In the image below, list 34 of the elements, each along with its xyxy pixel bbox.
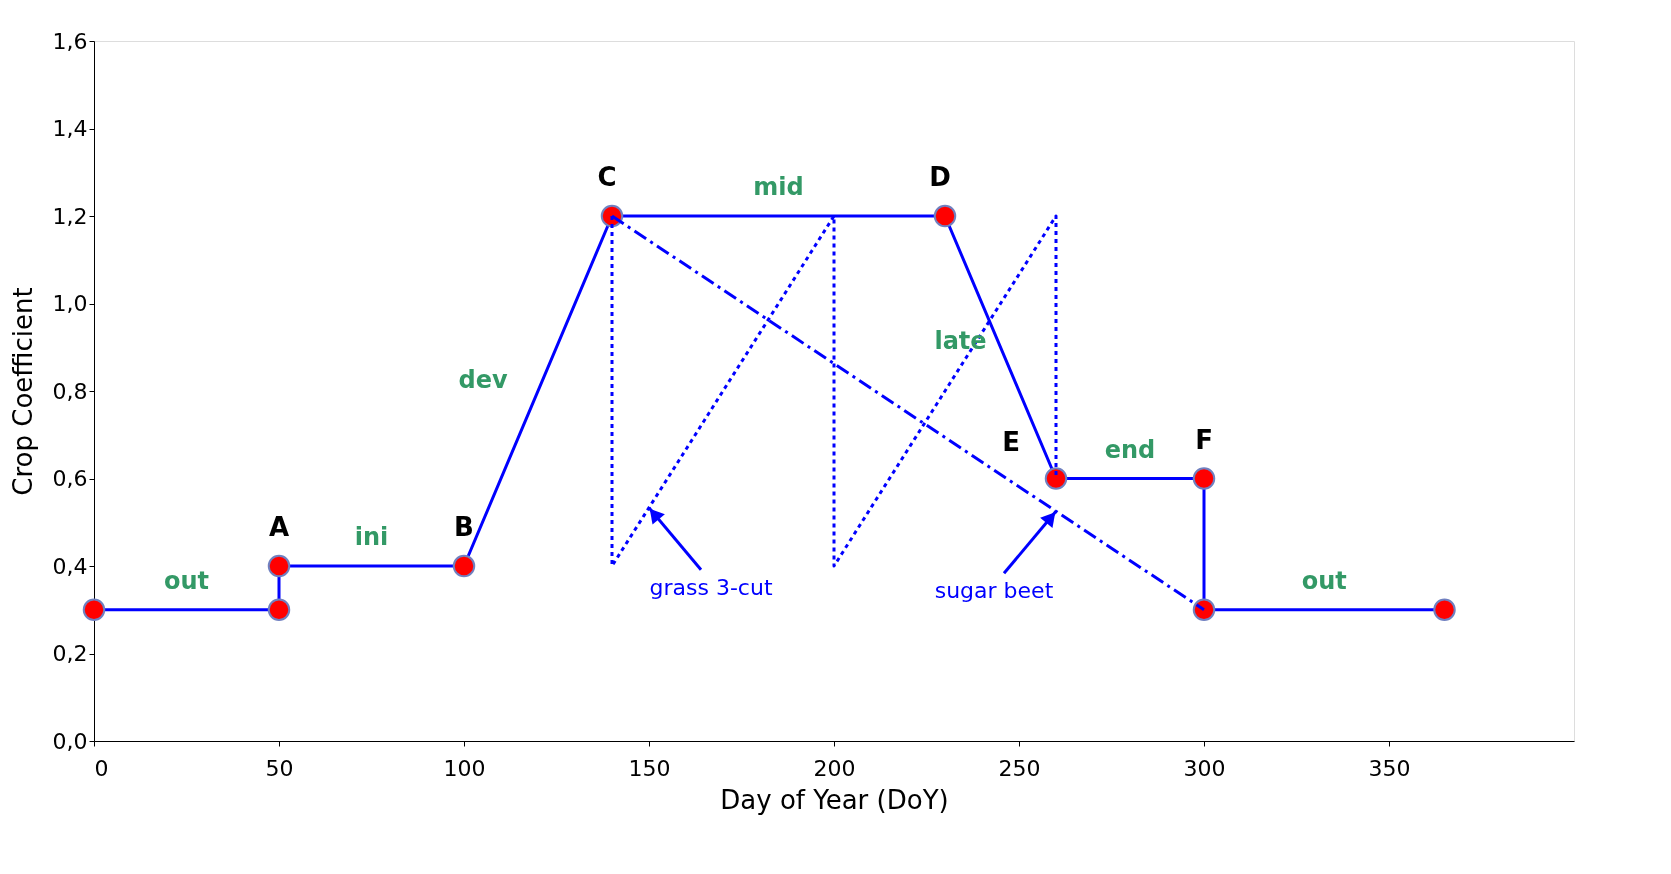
annotation: out	[1301, 566, 1347, 595]
annotation: sugar beet	[934, 578, 1054, 604]
annotation: B	[454, 512, 474, 542]
x-tick-label: 150	[628, 755, 671, 781]
y-axis-title: Crop Coefficient	[7, 287, 38, 496]
annotation: C	[597, 162, 617, 192]
annotation: late	[934, 327, 987, 356]
annotation: D	[929, 162, 951, 192]
y-tick-label: 1,4	[52, 116, 88, 141]
y-tick-label: 0,6	[52, 466, 88, 491]
x-tick-label: 200	[813, 755, 856, 781]
x-tick-label: 100	[443, 755, 486, 781]
y-tick-label: 1,2	[52, 203, 88, 229]
x-tick-label: 250	[998, 755, 1041, 781]
y-tick-label: 0,0	[52, 728, 88, 754]
x-tick-label: 300	[1183, 755, 1226, 781]
x-tick-label: 350	[1368, 755, 1411, 781]
y-tick-label: 1,0	[52, 291, 88, 316]
y-tick-label: 1,6	[52, 28, 88, 54]
annotation: A	[268, 512, 290, 542]
annotation: grass 3-cut	[649, 574, 773, 600]
x-tick-label: 50	[265, 755, 294, 781]
annotation: mid	[753, 173, 804, 201]
annotation: end	[1104, 435, 1156, 464]
x-tick-label: 0	[94, 755, 109, 781]
y-tick-label: 0,2	[52, 641, 88, 666]
y-tick-label: 0,4	[52, 553, 88, 579]
annotation: F	[1195, 424, 1213, 455]
y-tick-label: 0,8	[52, 378, 88, 404]
annotation: ini	[354, 523, 389, 551]
annotation: out	[163, 566, 210, 595]
annotation: E	[1002, 426, 1020, 457]
annotation: dev	[458, 366, 508, 394]
x-axis-title: Day of Year (DoY)	[720, 784, 949, 815]
